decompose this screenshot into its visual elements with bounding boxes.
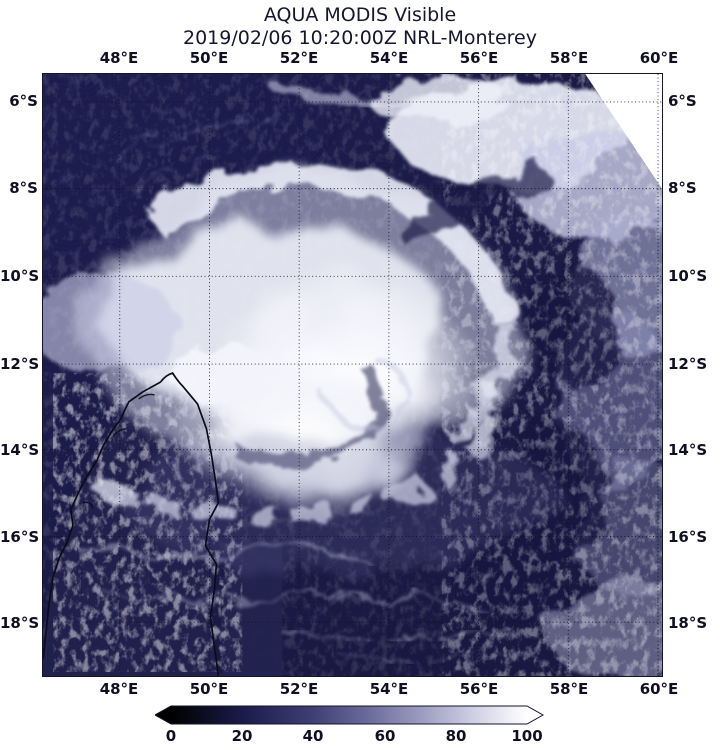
lon-tick-bottom-58e: 58°E <box>549 680 589 698</box>
colorbar-gradient <box>155 705 545 725</box>
eastern-cloud-field <box>391 74 662 676</box>
lon-tick-top-48e: 48°E <box>99 49 139 67</box>
page-title: AQUA MODIS Visible <box>263 4 457 26</box>
lon-tick-bottom-54e: 54°E <box>369 680 409 698</box>
colorbar-tick-40: 40 <box>302 727 324 745</box>
lat-tick-right-16s: 16°S <box>668 528 708 546</box>
lon-tick-top-54e: 54°E <box>369 49 409 67</box>
lat-tick-left-8s: 8°S <box>9 179 38 197</box>
lon-tick-top-60e: 60°E <box>639 49 679 67</box>
lon-tick-bottom-50e: 50°E <box>189 680 229 698</box>
lon-tick-top-58e: 58°E <box>549 49 589 67</box>
colorbar-tick-60: 60 <box>374 727 396 745</box>
lat-tick-right-12s: 12°S <box>668 355 708 373</box>
lon-tick-bottom-56e: 56°E <box>459 680 499 698</box>
colorbar-tick-0: 0 <box>165 727 177 745</box>
lat-tick-left-10s: 10°S <box>0 267 40 285</box>
no-data-wedge <box>585 74 662 189</box>
lat-tick-left-16s: 16°S <box>0 528 40 546</box>
lon-tick-top-52e: 52°E <box>279 49 319 67</box>
lat-tick-left-18s: 18°S <box>0 614 40 632</box>
lat-tick-right-6s: 6°S <box>668 92 697 110</box>
lat-tick-right-10s: 10°S <box>668 267 708 285</box>
lon-tick-bottom-48e: 48°E <box>99 680 139 698</box>
lat-tick-right-8s: 8°S <box>668 179 697 197</box>
graticule-gridlines <box>43 74 662 676</box>
lat-tick-right-14s: 14°S <box>668 441 708 459</box>
lon-tick-bottom-60e: 60°E <box>639 680 679 698</box>
madagascar-coastline <box>43 372 220 676</box>
lon-tick-top-56e: 56°E <box>459 49 499 67</box>
lat-tick-left-14s: 14°S <box>0 441 40 459</box>
colorbar-tick-100: 100 <box>511 727 543 745</box>
colorbar-tick-80: 80 <box>445 727 467 745</box>
lon-tick-top-50e: 50°E <box>189 49 229 67</box>
lon-tick-bottom-52e: 52°E <box>279 680 319 698</box>
upper-streak-clouds <box>111 74 507 193</box>
lat-tick-left-12s: 12°S <box>0 355 40 373</box>
lat-tick-right-18s: 18°S <box>668 614 708 632</box>
colorbar-tick-20: 20 <box>231 727 253 745</box>
lat-tick-left-6s: 6°S <box>9 92 38 110</box>
page-subtitle: 2019/02/06 10:20:00Z NRL-Monterey <box>183 27 537 49</box>
satellite-image <box>42 73 663 677</box>
cyclone-clouds <box>43 160 562 573</box>
colorbar <box>155 705 545 725</box>
southern-wisp-clouds <box>71 540 533 663</box>
satellite-image-canvas <box>43 74 662 676</box>
